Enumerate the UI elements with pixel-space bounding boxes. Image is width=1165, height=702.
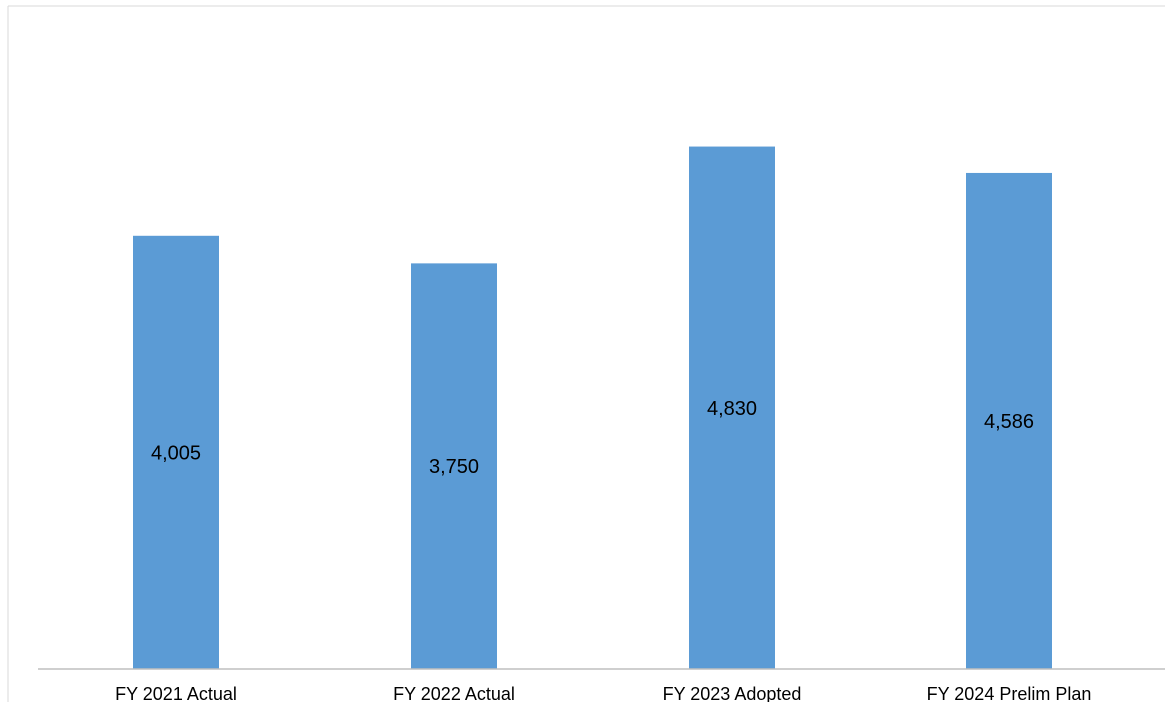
x-tick-label-1: FY 2021 Actual xyxy=(115,684,237,702)
tick-labels-layer: FY 2021 Actual FY 2022 Actual FY 2023 Adop… xyxy=(115,684,1091,702)
bar-value-label-3: 4,830 xyxy=(707,398,757,420)
x-tick-label-4: FY 2024 Prelim Plan xyxy=(927,684,1092,702)
bar-value-label-2: 3,750 xyxy=(429,456,479,478)
x-tick-label-3: FY 2023 Adopted xyxy=(663,684,802,702)
bar-3 xyxy=(689,146,775,669)
bar-2 xyxy=(411,263,497,669)
bar-value-label-4: 4,586 xyxy=(984,411,1034,433)
bar-value-label-1: 4,005 xyxy=(151,442,201,464)
x-tick-label-2: FY 2022 Actual xyxy=(393,684,515,702)
bars-layer xyxy=(133,146,1052,670)
bar-4 xyxy=(966,172,1052,669)
value-labels-layer: 4,005 3,750 4,830 4,586 xyxy=(151,398,1034,478)
bar-1 xyxy=(133,235,219,670)
